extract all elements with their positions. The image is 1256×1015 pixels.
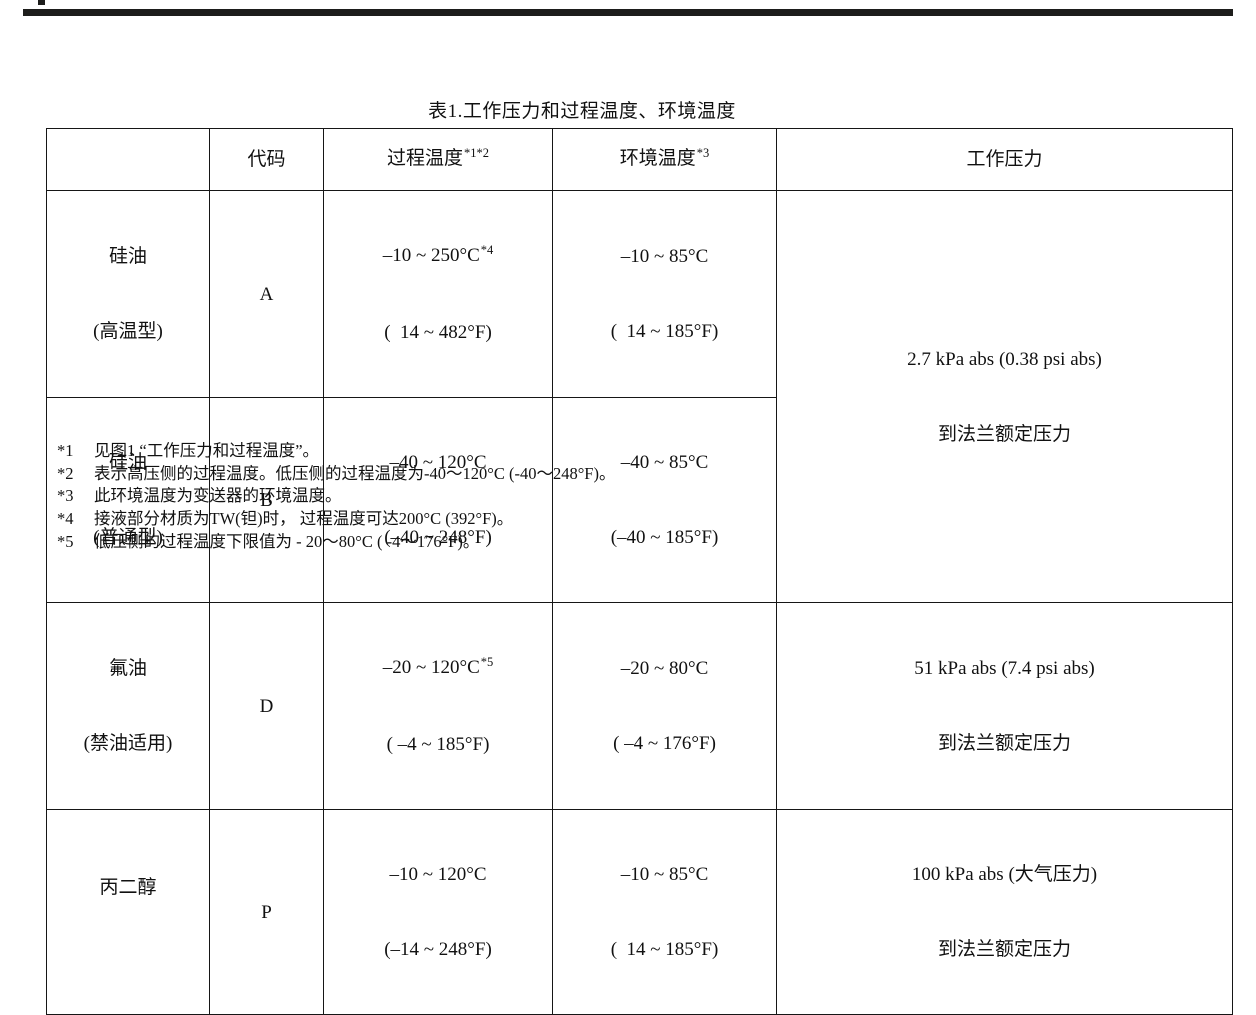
process-temp-fahrenheit: ( –4 ~ 185°F) bbox=[386, 734, 490, 755]
footnote-ref-5: *5 bbox=[480, 655, 494, 669]
footnote: *1 见图1 “工作压力和过程温度”。 bbox=[57, 440, 615, 463]
substance-type: (禁油适用) bbox=[83, 733, 173, 754]
substance-type: (高温型) bbox=[93, 321, 163, 342]
table-row-silicone-normal: 硅油 (普通型) B –40 ~ 120°C (–40 ~ 248°F) –40… bbox=[46, 397, 1233, 603]
substance-cell: 氟油 (禁油适用) bbox=[46, 602, 210, 810]
footnote: *5 低压侧的过程温度下限值为 - 20～80°C ( -4～176°F)。 bbox=[57, 531, 615, 554]
process-temp-celsius: –10 ~ 250°C*4 bbox=[328, 243, 548, 270]
col-header-code-label: 代码 bbox=[247, 149, 286, 170]
working-pressure-value: 2.7 kPa abs (0.38 psi abs) bbox=[907, 348, 1102, 370]
ambient-temp-celsius: –40 ~ 85°C bbox=[620, 452, 709, 473]
ambient-temp-cell: –20 ~ 80°C ( –4 ~ 176°F) bbox=[552, 602, 777, 810]
process-temp-cell: –20 ~ 120°C*5 ( –4 ~ 185°F) bbox=[323, 602, 553, 810]
substance-type: (普通型) bbox=[93, 527, 163, 548]
footnote-text: 此环境温度为变送器的环境温度。 bbox=[94, 486, 342, 506]
ambient-temp-celsius: –10 ~ 85°C bbox=[620, 864, 709, 885]
ambient-temp-celsius: –20 ~ 80°C bbox=[620, 658, 709, 679]
table-row-silicone-high-temp: 硅油 (高温型) A –10 ~ 250°C*4 ( 14 ~ 482°F) –… bbox=[46, 190, 1233, 603]
process-temp-fahrenheit: (–40 ~ 248°F) bbox=[384, 527, 492, 548]
spec-table: 代码 过程温度*1*2 环境温度*3 工作压力 硅油 (高温型) A –10 ~… bbox=[46, 128, 1233, 1015]
working-pressure-note: 到法兰额定压力 bbox=[937, 733, 1071, 754]
footnote: *4 接液部分材质为TW(钽)时， 过程温度可达200°C (392°F)。 bbox=[57, 508, 615, 531]
col-header-ambient-temp: 环境温度*3 bbox=[552, 128, 777, 191]
substance-name: 丙二醇 bbox=[99, 876, 157, 898]
process-temp-celsius: –40 ~ 120°C bbox=[389, 452, 487, 473]
substance-cell: 硅油 (高温型) bbox=[46, 190, 210, 398]
table-title: 表1.工作压力和过程温度、环境温度 bbox=[428, 101, 736, 122]
page-header-rule bbox=[23, 9, 1233, 16]
table-row-propylene-glycol: 丙二醇 P –10 ~ 120°C (–14 ~ 248°F) –10 ~ 85… bbox=[46, 809, 1233, 1015]
process-temp-celsius-value: –10 ~ 250°C bbox=[382, 245, 480, 266]
ambient-temp-cell: –10 ~ 85°C ( 14 ~ 185°F) bbox=[552, 190, 777, 398]
col-header-code: 代码 bbox=[209, 128, 324, 191]
process-temp-fahrenheit: (–14 ~ 248°F) bbox=[384, 939, 492, 960]
working-pressure-note: 到法兰额定压力 bbox=[937, 423, 1071, 445]
page-header-mark bbox=[38, 0, 45, 5]
footnote-text: 见图1 “工作压力和过程温度”。 bbox=[94, 441, 320, 460]
ambient-temp-fahrenheit: (–40 ~ 185°F) bbox=[610, 527, 719, 548]
footnote: *3 此环境温度为变送器的环境温度。 bbox=[57, 485, 615, 508]
working-pressure-cell: 2.7 kPa abs (0.38 psi abs) 到法兰额定压力 bbox=[776, 190, 1233, 603]
process-temp-cell: –10 ~ 120°C (–14 ~ 248°F) bbox=[323, 809, 553, 1015]
code-cell: A bbox=[209, 190, 324, 398]
substance-name: 硅油 bbox=[108, 246, 147, 267]
substance-cell: 硅油 (普通型) bbox=[46, 397, 210, 603]
footnote-ref-1-2: *1*2 bbox=[464, 146, 489, 160]
footnote-ref-4: *4 bbox=[480, 243, 494, 257]
process-temp-celsius: –10 ~ 120°C bbox=[389, 864, 487, 885]
footnote-marker: *1 bbox=[57, 441, 74, 460]
ambient-temp-fahrenheit: ( 14 ~ 185°F) bbox=[610, 939, 719, 960]
code-cell: D bbox=[209, 602, 324, 810]
footnote-marker: *4 bbox=[57, 509, 74, 529]
footnote-marker: *5 bbox=[57, 531, 74, 551]
col-header-working-pressure-label: 工作压力 bbox=[966, 149, 1043, 170]
header-blank-cell bbox=[46, 128, 210, 191]
ambient-temp-fahrenheit: ( –4 ~ 176°F) bbox=[613, 733, 716, 754]
substance-cell: 丙二醇 bbox=[46, 809, 210, 1015]
footnote-marker: *3 bbox=[57, 486, 74, 506]
process-temp-cell: –10 ~ 250°C*4 ( 14 ~ 482°F) bbox=[323, 190, 553, 398]
footnote-text: 表示高压侧的过程温度。低压侧的过程温度为-40～120°C (-40～248°F… bbox=[94, 463, 616, 483]
code-cell: B bbox=[209, 397, 324, 603]
substance-name: 硅油 bbox=[108, 452, 147, 473]
footnote-text: 接液部分材质为TW(钽)时， 过程温度可达200°C (392°F)。 bbox=[94, 509, 514, 529]
table-row-fluorine-oil: 氟油 (禁油适用) D –20 ~ 120°C*5 ( –4 ~ 185°F) … bbox=[46, 602, 1233, 810]
footnote-ref-3: *3 bbox=[696, 146, 710, 160]
ambient-temp-fahrenheit: ( 14 ~ 185°F) bbox=[610, 321, 719, 342]
header-row: 代码 过程温度*1*2 环境温度*3 工作压力 bbox=[46, 128, 1233, 191]
ambient-temp-cell: –10 ~ 85°C ( 14 ~ 185°F) bbox=[552, 809, 777, 1015]
code-cell: P bbox=[209, 809, 324, 1015]
col-header-working-pressure: 工作压力 bbox=[776, 128, 1233, 191]
process-temp-celsius-value: –20 ~ 120°C bbox=[382, 657, 480, 678]
ambient-temp-celsius: –10 ~ 85°C bbox=[620, 246, 709, 267]
footnote-text: 低压侧的过程温度下限值为 - 20～80°C ( -4～176°F)。 bbox=[94, 531, 480, 551]
col-header-process-temp: 过程温度*1*2 bbox=[323, 128, 553, 191]
working-pressure-cell: 51 kPa abs (7.4 psi abs) 到法兰额定压力 bbox=[776, 602, 1233, 810]
substance-name: 氟油 bbox=[108, 658, 147, 679]
working-pressure-value: 51 kPa abs (7.4 psi abs) bbox=[914, 658, 1095, 679]
footnote: *2 表示高压侧的过程温度。低压侧的过程温度为-40～120°C (-40～24… bbox=[57, 463, 615, 486]
process-temp-celsius: –20 ~ 120°C*5 bbox=[328, 655, 548, 682]
col-header-ambient-temp-label: 环境温度 bbox=[619, 148, 696, 169]
working-pressure-note: 到法兰额定压力 bbox=[937, 939, 1071, 960]
footnotes: *1 见图1 “工作压力和过程温度”。 *2 表示高压侧的过程温度。低压侧的过程… bbox=[57, 440, 615, 554]
footnote-marker: *2 bbox=[57, 463, 74, 483]
working-pressure-value: 100 kPa abs (大气压力) bbox=[911, 864, 1098, 885]
process-temp-fahrenheit: ( 14 ~ 482°F) bbox=[384, 322, 492, 343]
col-header-process-temp-label: 过程温度 bbox=[386, 148, 463, 169]
process-temp-cell: –40 ~ 120°C (–40 ~ 248°F) bbox=[323, 397, 553, 603]
working-pressure-cell: 100 kPa abs (大气压力) 到法兰额定压力 bbox=[776, 809, 1233, 1015]
